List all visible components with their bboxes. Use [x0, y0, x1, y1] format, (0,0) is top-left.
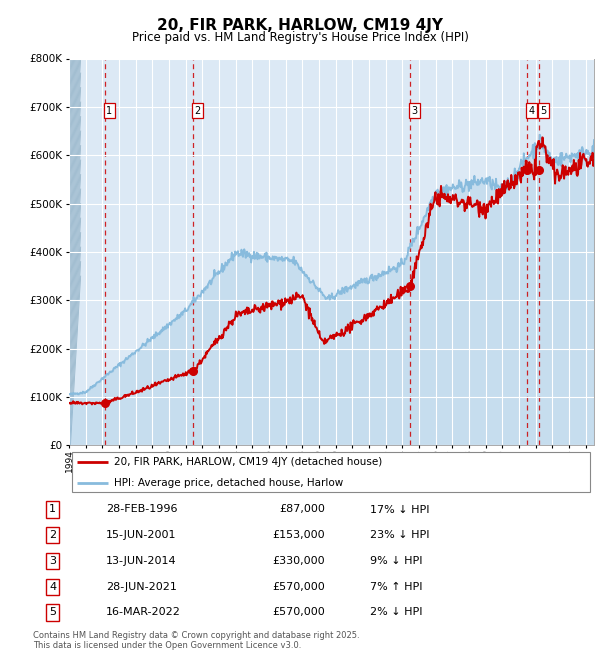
FancyBboxPatch shape: [71, 452, 590, 492]
Text: 1: 1: [49, 504, 56, 514]
Text: 15-JUN-2001: 15-JUN-2001: [106, 530, 176, 540]
Text: 3: 3: [49, 556, 56, 566]
Text: 28-FEB-1996: 28-FEB-1996: [106, 504, 178, 514]
Text: 4: 4: [529, 106, 535, 116]
Text: £570,000: £570,000: [272, 582, 325, 592]
Text: 7% ↑ HPI: 7% ↑ HPI: [370, 582, 422, 592]
Text: 20, FIR PARK, HARLOW, CM19 4JY (detached house): 20, FIR PARK, HARLOW, CM19 4JY (detached…: [113, 457, 382, 467]
Text: 4: 4: [49, 582, 56, 592]
Text: 13-JUN-2014: 13-JUN-2014: [106, 556, 176, 566]
Text: Contains HM Land Registry data © Crown copyright and database right 2025.
This d: Contains HM Land Registry data © Crown c…: [33, 630, 359, 650]
Text: £570,000: £570,000: [272, 608, 325, 617]
Text: 5: 5: [49, 608, 56, 617]
Text: £87,000: £87,000: [279, 504, 325, 514]
Text: 20, FIR PARK, HARLOW, CM19 4JY: 20, FIR PARK, HARLOW, CM19 4JY: [157, 18, 443, 33]
Text: 16-MAR-2022: 16-MAR-2022: [106, 608, 181, 617]
Text: 3: 3: [411, 106, 417, 116]
Text: £153,000: £153,000: [272, 530, 325, 540]
Text: 2% ↓ HPI: 2% ↓ HPI: [370, 608, 422, 617]
Text: 28-JUN-2021: 28-JUN-2021: [106, 582, 177, 592]
Text: £330,000: £330,000: [272, 556, 325, 566]
Text: 9% ↓ HPI: 9% ↓ HPI: [370, 556, 422, 566]
Text: 17% ↓ HPI: 17% ↓ HPI: [370, 504, 429, 514]
Text: 2: 2: [194, 106, 201, 116]
Text: HPI: Average price, detached house, Harlow: HPI: Average price, detached house, Harl…: [113, 478, 343, 488]
Text: 1: 1: [106, 106, 112, 116]
Text: 23% ↓ HPI: 23% ↓ HPI: [370, 530, 429, 540]
Text: Price paid vs. HM Land Registry's House Price Index (HPI): Price paid vs. HM Land Registry's House …: [131, 31, 469, 44]
Text: 5: 5: [541, 106, 547, 116]
Text: 2: 2: [49, 530, 56, 540]
